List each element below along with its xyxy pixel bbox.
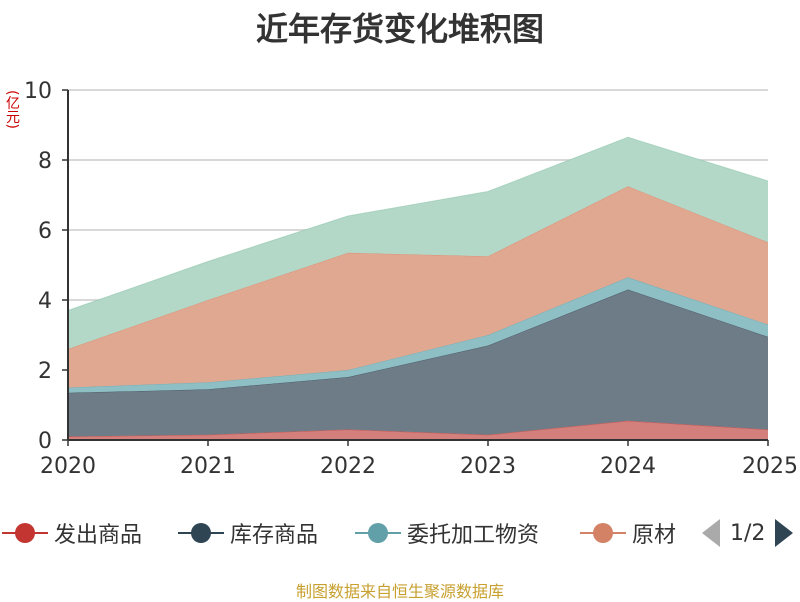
legend-label-0: 发出商品 (54, 523, 143, 548)
x-tick-label-4: 2024 (600, 454, 656, 479)
area-series-4[interactable] (68, 137, 768, 349)
area-series-0[interactable] (68, 420, 768, 440)
legend-item-0[interactable]: 发出商品 (2, 513, 142, 553)
y-tick-label-1: 2 (38, 359, 52, 384)
chart-title: 近年存货变化堆积图 (255, 10, 544, 48)
x-tick-label-5: 2025 (742, 454, 798, 479)
legend-prev-page-icon[interactable] (702, 519, 720, 547)
legend-marker-3 (580, 523, 626, 543)
legend-marker-0 (2, 523, 48, 543)
legend-marker-1 (178, 523, 224, 543)
y-tick-label-4: 8 (38, 149, 52, 174)
area-series (67, 136, 769, 440)
y-tick-label-3: 6 (38, 219, 52, 244)
legend-item-1[interactable]: 库存商品 (178, 513, 318, 553)
y-tick-label-5: 10 (24, 79, 52, 104)
legend-item-3[interactable]: 原材 (580, 513, 685, 553)
x-tick-label-3: 2023 (460, 454, 516, 479)
legend-pager: 1/2 (702, 513, 794, 553)
legend-label-1: 库存商品 (230, 523, 319, 548)
y-axis-unit-label: (亿元) (4, 90, 20, 129)
data-source-note: 制图数据来自恒生聚源数据库 (295, 582, 504, 601)
legend-item-2[interactable]: 委托加工物资 (355, 513, 539, 553)
x-tick-label-2: 2022 (320, 454, 376, 479)
area-series-1[interactable] (68, 289, 768, 437)
y-tick-label-0: 0 (38, 429, 52, 454)
legend: 发出商品 库存商品 委托加工物资 原材 1/2 (0, 513, 800, 553)
legend-label-3: 原材 (632, 523, 677, 548)
legend-next-page-icon[interactable] (775, 519, 794, 547)
area-series-line-4 (67, 136, 769, 311)
axes: 0 2 4 6 8 10 2020 2021 2022 2023 2024 2025 (24, 79, 798, 479)
area-series-3[interactable] (68, 186, 768, 388)
legend-marker-2 (355, 523, 401, 543)
y-tick-label-2: 4 (38, 289, 52, 314)
legend-label-2: 委托加工物资 (407, 523, 540, 548)
x-tick-label-1: 2021 (180, 454, 236, 479)
x-tick-label-0: 2020 (40, 454, 96, 479)
legend-page-indicator: 1/2 (730, 520, 766, 546)
